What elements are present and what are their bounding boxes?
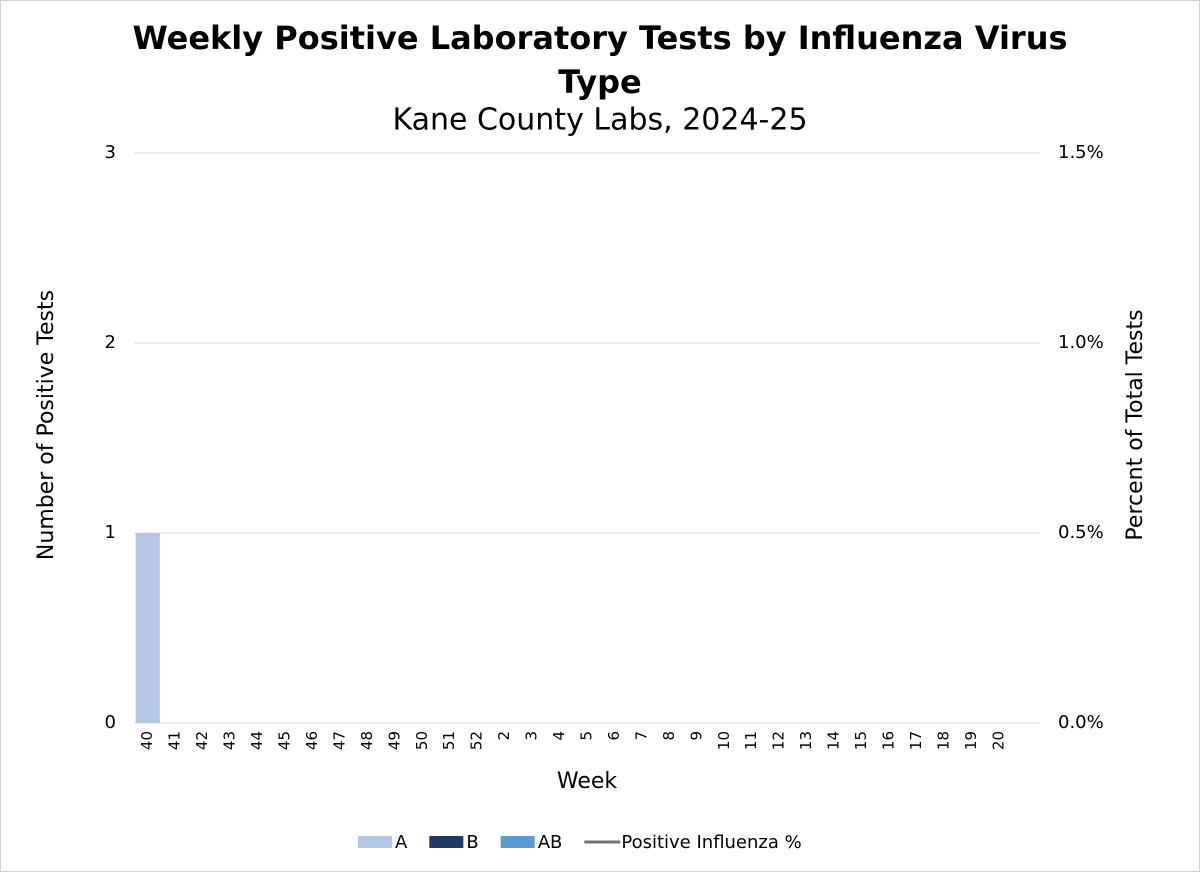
x-tick-label: 19 xyxy=(962,731,980,750)
x-tick-label: 17 xyxy=(907,731,925,750)
x-tick-label: 43 xyxy=(221,731,239,750)
x-tick-label: 11 xyxy=(742,731,760,750)
x-tick-label: 10 xyxy=(715,731,733,750)
x-tick-label: 15 xyxy=(852,731,870,750)
x-tick-label: 13 xyxy=(797,731,815,750)
x-tick-label: 45 xyxy=(276,731,294,750)
legend-label: A xyxy=(395,832,408,853)
x-tick-label: 44 xyxy=(248,731,266,750)
x-tick-label: 48 xyxy=(358,731,376,750)
y2-axis-title: Percent of Total Tests xyxy=(1123,309,1148,540)
x-tick-label: 18 xyxy=(934,731,952,750)
y2-tick-label: 0.5% xyxy=(1058,522,1104,543)
x-tick-label: 40 xyxy=(138,731,156,750)
y-tick-label: 1 xyxy=(105,522,116,543)
y-tick-label: 2 xyxy=(105,332,116,353)
x-tick-label: 5 xyxy=(578,731,596,741)
x-tick-label: 2 xyxy=(495,731,513,741)
y2-tick-label: 0.0% xyxy=(1058,712,1104,733)
x-tick-label: 7 xyxy=(632,731,650,741)
y-tick-label: 0 xyxy=(105,712,116,733)
y-axis-title: Number of Positive Tests xyxy=(34,290,59,560)
x-tick-label: 51 xyxy=(440,731,458,750)
x-tick-label: 20 xyxy=(989,731,1007,750)
x-tick-label: 3 xyxy=(523,731,541,741)
x-tick-label: 49 xyxy=(385,731,403,750)
x-axis-title: Week xyxy=(557,769,618,794)
x-tick-label: 6 xyxy=(605,731,623,741)
x-tick-label: 14 xyxy=(825,731,843,750)
x-tick-label: 47 xyxy=(330,731,348,750)
legend-label: Positive Influenza % xyxy=(621,832,801,853)
y-tick-label: 3 xyxy=(105,142,116,163)
chart-title: Weekly Positive Laboratory Tests by Infl… xyxy=(132,19,1068,101)
y2-tick-label: 1.0% xyxy=(1058,332,1104,353)
chart-subtitle: Kane County Labs, 2024-25 xyxy=(392,103,807,138)
x-tick-label: 4 xyxy=(550,731,568,741)
x-tick-label: 41 xyxy=(166,731,184,750)
x-tick-label: 16 xyxy=(880,731,898,750)
x-tick-label: 8 xyxy=(660,731,678,741)
x-tick-label: 46 xyxy=(303,731,321,750)
legend-label: AB xyxy=(538,832,563,853)
x-tick-label: 12 xyxy=(770,731,788,750)
legend-swatch xyxy=(429,836,464,848)
legend-label: B xyxy=(466,832,478,853)
x-tick-label: 50 xyxy=(413,731,431,750)
bar xyxy=(135,533,160,723)
x-tick-label: 42 xyxy=(193,731,211,750)
legend-swatch xyxy=(358,836,392,848)
x-tick-label: 52 xyxy=(468,731,486,750)
y2-tick-label: 1.5% xyxy=(1058,142,1104,163)
x-tick-label: 9 xyxy=(687,731,705,741)
legend-swatch xyxy=(500,836,535,848)
